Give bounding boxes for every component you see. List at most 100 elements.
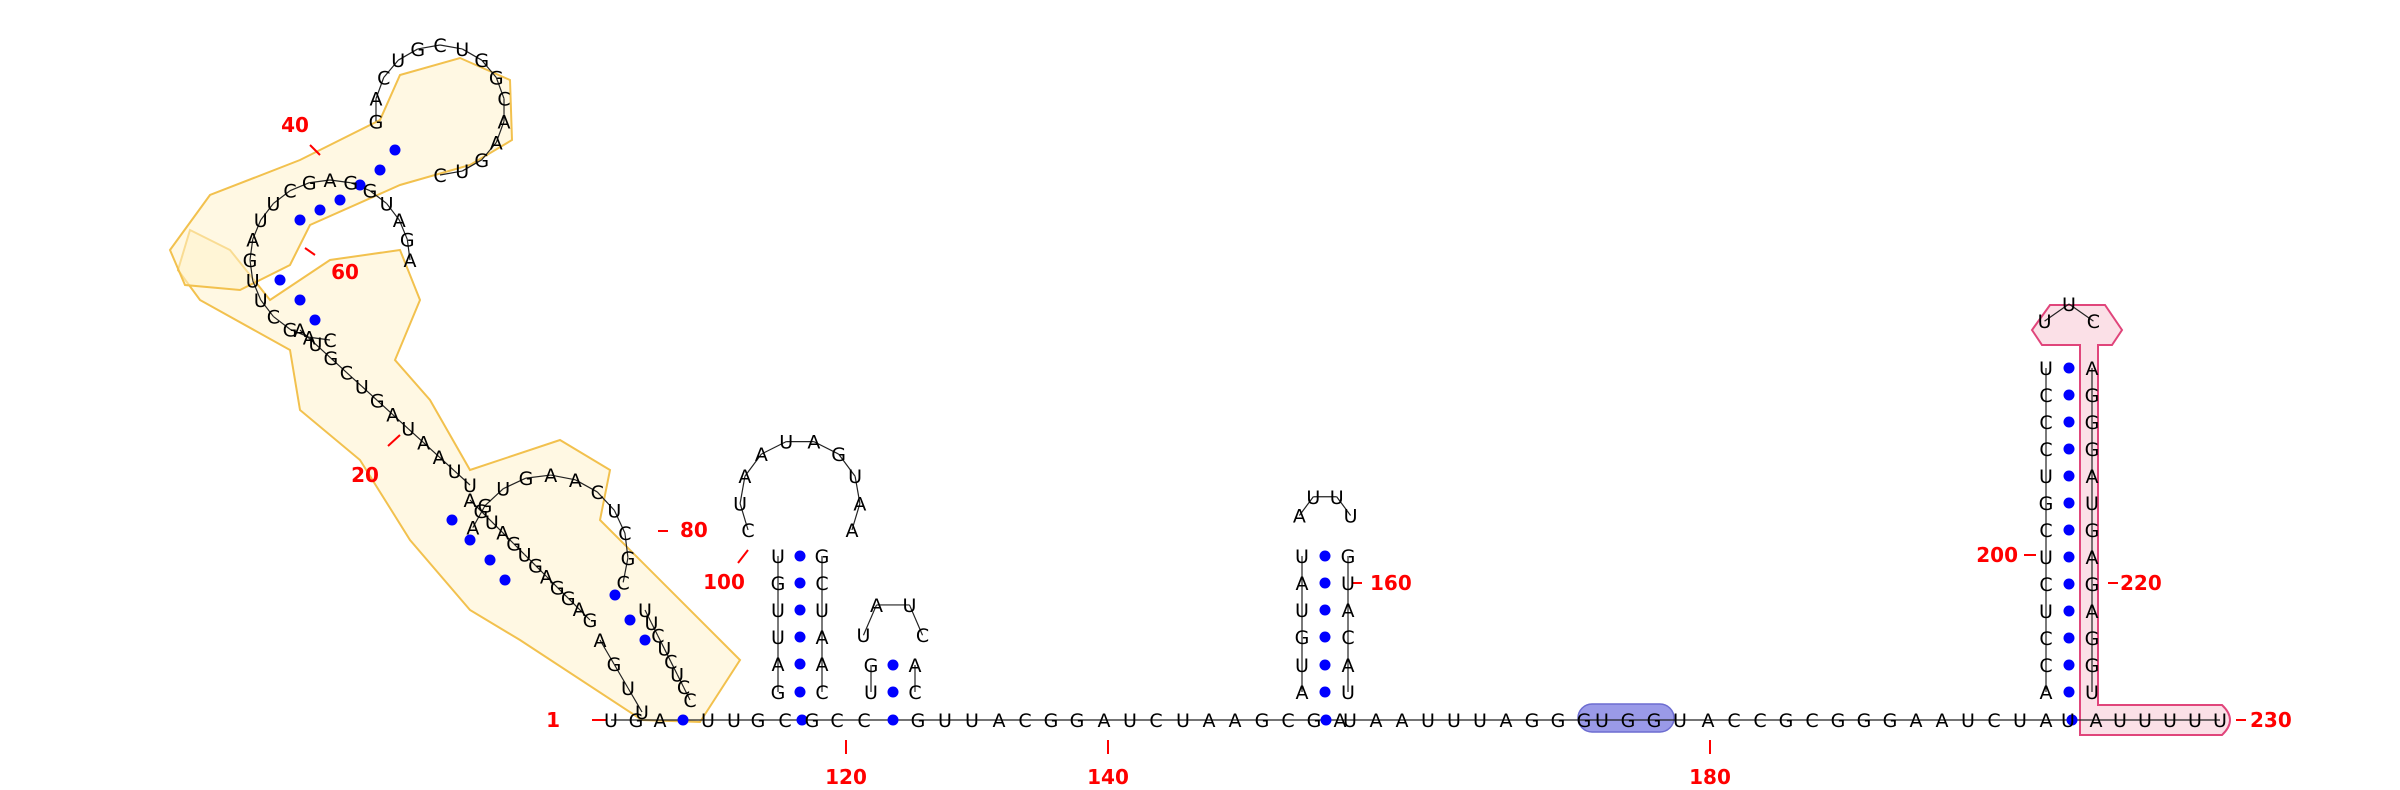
nucleotide: A bbox=[738, 466, 751, 488]
nucleotide: A bbox=[1910, 710, 1923, 732]
nucleotide: U bbox=[965, 710, 979, 732]
nucleotide: U bbox=[701, 710, 715, 732]
position-tick bbox=[738, 550, 748, 563]
nucleotide: U bbox=[771, 600, 785, 622]
nucleotide: C bbox=[591, 482, 604, 504]
position-number: 80 bbox=[680, 518, 708, 542]
nucleotide: G bbox=[2085, 385, 2100, 407]
nucleotide: C bbox=[617, 572, 630, 594]
nucleotide: A bbox=[870, 595, 883, 617]
base-pair-dot bbox=[1320, 605, 1331, 616]
nucleotide: U bbox=[246, 271, 260, 293]
base-pair-dot bbox=[2064, 606, 2075, 617]
nucleotide: A bbox=[1342, 600, 1355, 622]
nucleotide: G bbox=[2085, 574, 2100, 596]
base-pair-dot bbox=[335, 195, 346, 206]
highlight-hairpin bbox=[2032, 305, 2230, 735]
base-pair-dot bbox=[2064, 525, 2075, 536]
nucleotide: A bbox=[569, 470, 582, 492]
nucleotide: A bbox=[1229, 710, 1242, 732]
nucleotide: G bbox=[1255, 710, 1270, 732]
nucleotide: C bbox=[2039, 412, 2052, 434]
nucleotide: A bbox=[1296, 573, 1309, 595]
nucleotide: A bbox=[993, 710, 1006, 732]
base-pair-dot bbox=[390, 145, 401, 156]
base-pair-dot bbox=[2064, 363, 2075, 374]
nucleotide: G bbox=[474, 150, 489, 172]
nucleotide: A bbox=[1293, 505, 1306, 527]
nucleotide: A bbox=[807, 432, 820, 454]
nucleotide: A bbox=[1098, 710, 1111, 732]
nucleotide: C bbox=[323, 330, 336, 352]
position-number: 40 bbox=[281, 113, 309, 137]
nucleotide: A bbox=[404, 250, 417, 272]
base-pair-dot bbox=[2064, 498, 2075, 509]
nucleotide: G bbox=[343, 173, 358, 195]
nucleotide: U bbox=[848, 466, 862, 488]
nucleotide: U bbox=[1341, 682, 1355, 704]
nucleotide: G bbox=[2085, 412, 2100, 434]
base-pair-dot bbox=[1320, 551, 1331, 562]
nucleotide: U bbox=[727, 710, 741, 732]
nucleotide: A bbox=[816, 627, 829, 649]
nucleotide: U bbox=[2039, 601, 2053, 623]
nucleotide: C bbox=[2087, 311, 2100, 333]
nucleotide: A bbox=[246, 229, 259, 251]
nucleotide: U bbox=[266, 193, 280, 215]
nucleotide: U bbox=[2039, 547, 2053, 569]
nucleotide: C bbox=[1018, 710, 1031, 732]
nucleotide: G bbox=[607, 654, 622, 676]
nucleotide: U bbox=[2062, 294, 2076, 316]
nucleotide: U bbox=[2163, 710, 2177, 732]
base-pair-dot bbox=[485, 555, 496, 566]
position-number: 1 bbox=[546, 708, 560, 732]
nucleotide: C bbox=[1727, 710, 1740, 732]
base-pair-dot bbox=[2064, 471, 2075, 482]
nucleotide: U bbox=[2038, 311, 2052, 333]
nucleotide: G bbox=[1647, 710, 1662, 732]
nucleotide: A bbox=[1203, 710, 1216, 732]
nucleotide: C bbox=[618, 523, 631, 545]
nucleotide: U bbox=[380, 193, 394, 215]
nucleotide: C bbox=[2039, 385, 2052, 407]
nucleotide: G bbox=[2085, 520, 2100, 542]
nucleotide: U bbox=[771, 546, 785, 568]
nucleotide: G bbox=[302, 173, 317, 195]
base-pair-dot bbox=[1320, 687, 1331, 698]
nucleotide: C bbox=[1805, 710, 1818, 732]
base-pair-dot bbox=[2064, 579, 2075, 590]
nucleotide: A bbox=[755, 444, 768, 466]
nucleotide: C bbox=[815, 682, 828, 704]
base-pair-dot bbox=[795, 659, 806, 670]
nucleotide: A bbox=[2086, 547, 2099, 569]
nucleotide: U bbox=[1295, 655, 1309, 677]
nucleotide: A bbox=[909, 655, 922, 677]
nucleotide: A bbox=[417, 433, 430, 455]
nucleotide: A bbox=[845, 520, 858, 542]
base-pair-dot bbox=[1320, 660, 1331, 671]
nucleotide: C bbox=[497, 89, 510, 111]
base-pair-dot bbox=[295, 295, 306, 306]
nucleotide: G bbox=[283, 319, 298, 341]
nucleotide: U bbox=[903, 595, 917, 617]
nucleotide: G bbox=[363, 181, 378, 203]
nucleotide: G bbox=[1883, 710, 1898, 732]
nucleotide: U bbox=[463, 475, 477, 497]
nucleotide: A bbox=[1370, 710, 1383, 732]
nucleotide: A bbox=[303, 327, 316, 349]
base-pair-dot bbox=[295, 215, 306, 226]
nucleotide: G bbox=[1779, 710, 1794, 732]
nucleotide: C bbox=[267, 307, 280, 329]
nucleotide: U bbox=[1123, 710, 1137, 732]
nucleotide: G bbox=[369, 111, 384, 133]
nucleotide: G bbox=[751, 710, 766, 732]
nucleotide: G bbox=[911, 710, 926, 732]
nucleotide: A bbox=[386, 405, 399, 427]
nucleotide: G bbox=[1831, 710, 1846, 732]
nucleotide: G bbox=[2085, 628, 2100, 650]
position-number: 60 bbox=[331, 260, 359, 284]
nucleotide: A bbox=[2086, 466, 2099, 488]
nucleotide: A bbox=[1702, 710, 1715, 732]
nucleotide: A bbox=[544, 465, 557, 487]
